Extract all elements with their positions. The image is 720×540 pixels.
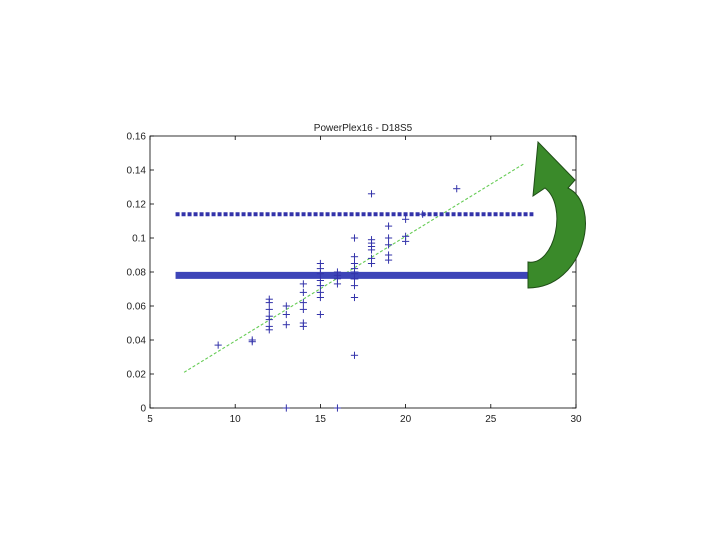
data-point [214, 341, 222, 349]
data-point [453, 185, 461, 193]
data-point [350, 275, 359, 283]
data-point [299, 305, 307, 313]
data-point [402, 237, 410, 245]
chart-title: PowerPlex16 - D18S5 [314, 123, 413, 134]
data-point [282, 404, 290, 412]
data-point [384, 241, 393, 249]
x-tick-label: 25 [485, 414, 497, 425]
y-tick-label: 0.16 [127, 132, 147, 143]
y-axis: 0 0.02 0.04 0.06 0.08 0.1 0.12 0.14 0.16 [127, 132, 576, 415]
x-tick-label: 15 [315, 414, 327, 425]
annotation-layer [527, 140, 586, 289]
curved-arrow-icon [527, 140, 586, 289]
y-tick-label: 0 [140, 404, 146, 415]
data-point [384, 234, 393, 242]
data-point [248, 338, 256, 346]
data-point [282, 310, 290, 319]
fit-line [183, 162, 526, 373]
data-point [316, 270, 324, 278]
x-tick-label: 10 [230, 414, 242, 425]
data-point [367, 190, 376, 198]
y-tick-label: 0.08 [127, 268, 147, 279]
data-point [265, 299, 273, 307]
data-point [333, 280, 342, 288]
y-tick-label: 0.12 [127, 200, 147, 211]
y-tick-label: 0.06 [127, 302, 147, 313]
data-point [299, 299, 307, 307]
data-point [367, 246, 376, 254]
data-point [419, 210, 427, 218]
data-point [402, 215, 410, 223]
data-point [265, 305, 273, 313]
data-point [265, 316, 273, 324]
fit-line-layer [183, 162, 526, 373]
x-axis: 5 10 15 20 25 30 [147, 136, 582, 425]
y-tick-label: 0.1 [132, 234, 146, 245]
data-point [282, 302, 290, 310]
data-point [350, 282, 359, 290]
y-tick-label: 0.02 [127, 370, 147, 381]
data-point [333, 404, 342, 412]
data-point [316, 310, 324, 319]
scatter-points [214, 185, 461, 412]
data-point [299, 322, 307, 330]
x-tick-label: 30 [570, 414, 582, 425]
y-tick-label: 0.14 [127, 166, 147, 177]
data-point [350, 234, 359, 242]
y-tick-label: 0.04 [127, 336, 147, 347]
data-point [350, 253, 359, 261]
data-point [265, 326, 273, 334]
data-point [384, 256, 393, 264]
data-point [282, 321, 290, 329]
x-tick-label: 5 [147, 414, 153, 425]
data-point [384, 222, 393, 230]
x-tick-label: 20 [400, 414, 412, 425]
data-point [299, 280, 307, 288]
data-point [350, 351, 359, 359]
data-point [316, 293, 324, 302]
data-point [316, 282, 324, 290]
data-point [367, 259, 376, 268]
data-point [350, 293, 359, 302]
data-point [299, 288, 307, 296]
